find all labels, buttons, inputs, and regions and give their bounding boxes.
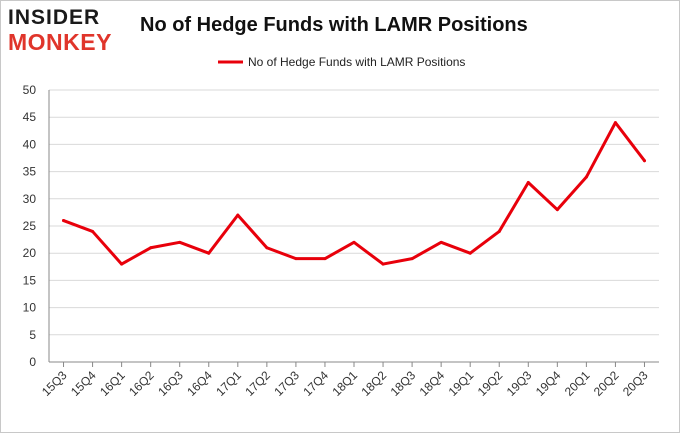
x-tick-label: 16Q3 [155, 368, 186, 399]
x-tick-label: 17Q4 [300, 368, 331, 399]
x-tick-label: 17Q2 [242, 368, 273, 399]
y-tick-label: 40 [23, 137, 37, 151]
data-point [149, 246, 153, 250]
data-point [613, 121, 617, 125]
data-point [410, 257, 414, 261]
data-point [120, 262, 124, 266]
data-point [584, 175, 588, 179]
y-tick-label: 45 [23, 110, 37, 124]
y-tick-label: 30 [23, 192, 37, 206]
logo-text-insider: INSIDER [8, 6, 101, 29]
y-tick-label: 50 [23, 83, 37, 97]
data-point [555, 208, 559, 212]
data-point [323, 257, 327, 261]
x-tick-label: 17Q3 [271, 368, 302, 399]
x-tick-label: 20Q1 [562, 368, 593, 399]
data-point [468, 251, 472, 255]
x-tick-label: 15Q3 [39, 368, 70, 399]
x-tick-label: 18Q3 [388, 368, 419, 399]
x-tick-label: 19Q2 [475, 368, 506, 399]
x-tick-label: 19Q1 [446, 368, 477, 399]
x-tick-label: 18Q2 [359, 368, 390, 399]
data-point [352, 240, 356, 244]
x-tick-label: 16Q4 [184, 368, 215, 399]
data-point [265, 246, 269, 250]
y-tick-label: 25 [23, 219, 37, 233]
data-point [497, 229, 501, 233]
y-tick-label: 0 [29, 355, 36, 369]
data-point [236, 213, 240, 217]
chart-title: No of Hedge Funds with LAMR Positions [140, 14, 528, 36]
data-point [207, 251, 211, 255]
insider-monkey-logo: INSIDER MONKEY [8, 6, 128, 56]
y-tick-label: 15 [23, 273, 37, 287]
data-point [439, 240, 443, 244]
data-point [642, 159, 646, 163]
x-tick-label: 15Q4 [68, 368, 99, 399]
y-tick-label: 35 [23, 165, 37, 179]
x-tick-label: 17Q1 [213, 368, 244, 399]
y-tick-label: 10 [23, 301, 37, 315]
data-point [178, 240, 182, 244]
data-point [526, 180, 530, 184]
y-tick-label: 5 [29, 328, 36, 342]
x-tick-label: 18Q1 [329, 368, 360, 399]
data-point [294, 257, 298, 261]
x-tick-label: 19Q3 [504, 368, 535, 399]
x-tick-label: 19Q4 [533, 368, 564, 399]
logo-text-monkey: MONKEY [8, 29, 112, 55]
x-tick-label: 20Q3 [620, 368, 651, 399]
y-tick-label: 20 [23, 246, 37, 260]
x-tick-label: 16Q1 [97, 368, 128, 399]
legend-label: No of Hedge Funds with LAMR Positions [248, 55, 465, 69]
data-point [91, 229, 95, 233]
data-point [62, 219, 66, 223]
data-point [381, 262, 385, 266]
x-tick-label: 18Q4 [417, 368, 448, 399]
x-tick-label: 20Q2 [591, 368, 622, 399]
x-tick-label: 16Q2 [126, 368, 157, 399]
